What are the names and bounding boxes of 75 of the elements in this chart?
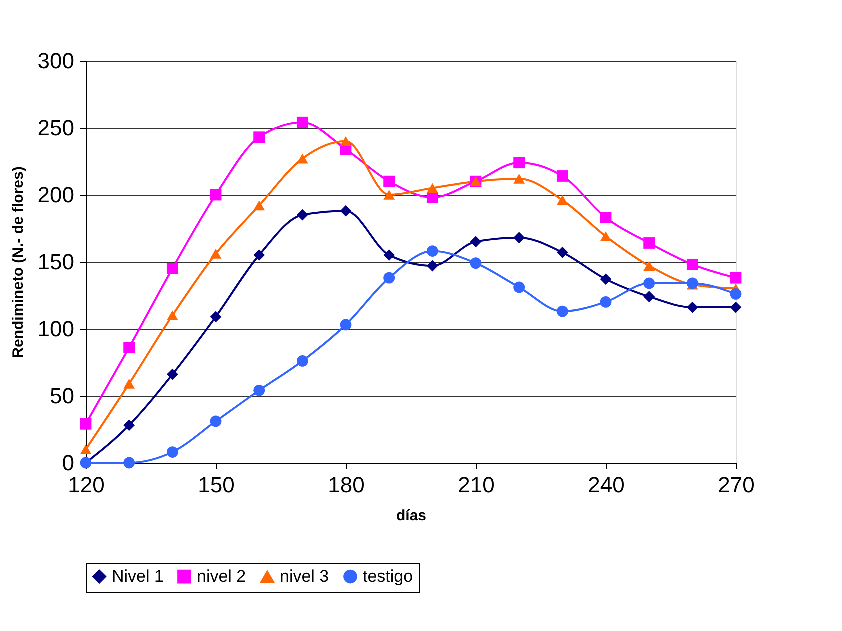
point	[644, 278, 656, 290]
point	[644, 261, 656, 271]
y-tick-label: 0	[62, 450, 74, 476]
point	[80, 444, 92, 455]
point	[254, 200, 266, 211]
x-tick-label: 270	[718, 472, 755, 498]
point	[426, 260, 438, 272]
legend-label: nivel 3	[280, 567, 330, 586]
point	[254, 132, 266, 144]
point	[210, 311, 222, 323]
legend-label: Nivel 1	[112, 566, 164, 586]
point	[730, 272, 742, 284]
point	[470, 236, 482, 248]
point	[686, 302, 698, 314]
x-tick-label: 240	[588, 472, 625, 498]
point	[340, 319, 352, 331]
legend-label: nivel 2	[197, 566, 246, 586]
point	[296, 209, 308, 221]
y-tick-label: 150	[38, 250, 74, 274]
point	[384, 250, 396, 261]
point	[556, 306, 568, 318]
point	[514, 157, 526, 169]
x-tick-label: 120	[68, 472, 105, 498]
point	[556, 170, 568, 182]
legend-label: testigo	[363, 566, 414, 586]
point	[730, 288, 742, 300]
point	[166, 263, 178, 274]
point	[254, 250, 266, 261]
y-tick-label: 250	[38, 116, 74, 140]
y-tick-label: 100	[38, 316, 74, 342]
point	[296, 154, 308, 164]
point	[600, 296, 612, 308]
point	[384, 190, 396, 200]
point	[384, 272, 396, 284]
point	[124, 457, 136, 469]
point	[426, 192, 438, 204]
point	[556, 246, 568, 258]
point	[556, 195, 568, 206]
y-axis-title: Rendimineto (N.- de flores)	[10, 166, 27, 358]
point	[514, 232, 526, 244]
x-axis-title: días	[396, 508, 427, 524]
point	[426, 246, 438, 257]
point	[210, 249, 222, 259]
point	[426, 183, 438, 194]
point	[166, 446, 178, 458]
point	[296, 355, 308, 367]
y-tick-label: 300	[38, 48, 74, 74]
point	[80, 418, 92, 430]
point	[384, 176, 396, 188]
point	[210, 189, 222, 201]
point	[210, 416, 222, 428]
point	[340, 205, 352, 217]
point	[600, 274, 612, 286]
point	[296, 116, 308, 128]
point	[166, 368, 178, 380]
point	[600, 232, 612, 242]
point	[124, 342, 136, 354]
x-tick-label: 150	[198, 472, 235, 498]
point	[340, 136, 352, 146]
point	[166, 310, 178, 321]
x-tick-label: 210	[458, 472, 495, 498]
point	[730, 302, 742, 314]
point	[644, 291, 656, 303]
point	[686, 258, 698, 270]
x-tick-label: 180	[328, 472, 365, 498]
point	[470, 258, 482, 270]
point	[514, 282, 526, 294]
point	[600, 212, 612, 224]
y-tick-label: 200	[38, 182, 74, 208]
point	[254, 384, 266, 396]
point	[124, 420, 136, 432]
y-tick-label: 50	[50, 384, 74, 408]
point	[514, 174, 526, 184]
point	[644, 238, 656, 249]
point	[124, 379, 136, 389]
